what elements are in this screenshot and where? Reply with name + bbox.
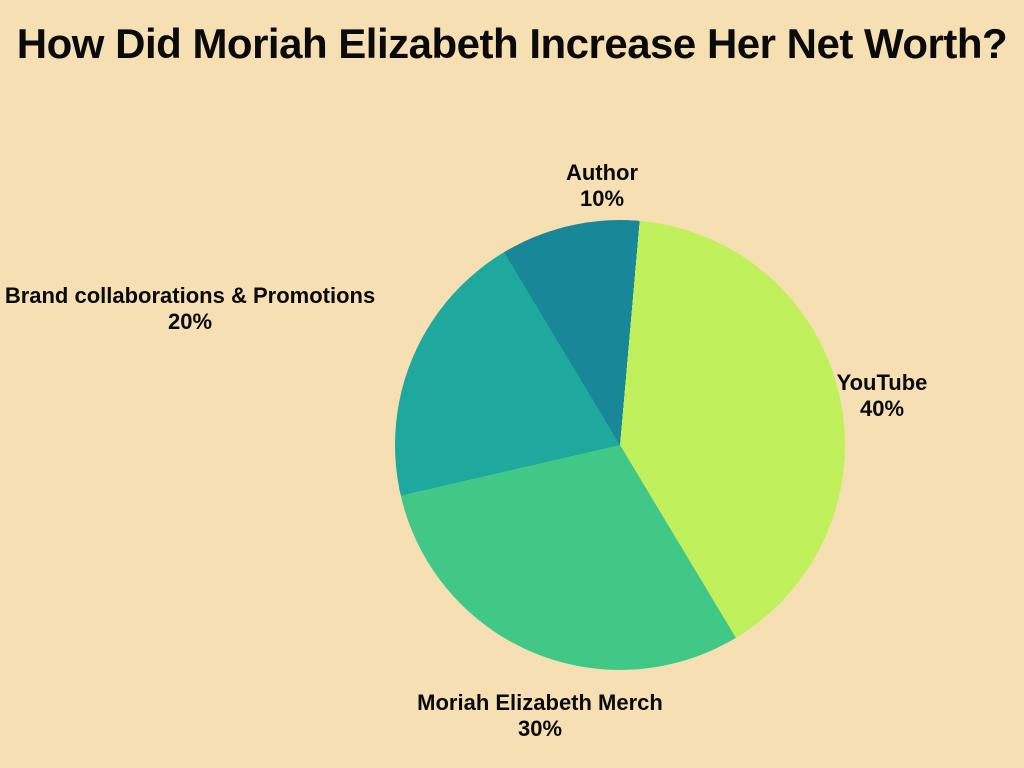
slice-name: Moriah Elizabeth Merch — [360, 690, 720, 716]
slice-percent: 10% — [522, 186, 682, 212]
slice-percent: 30% — [360, 716, 720, 742]
slice-percent: 40% — [812, 396, 952, 422]
slice-name: Author — [522, 160, 682, 186]
slice-name: Brand collaborations & Promotions — [0, 283, 390, 309]
slice-label-merch: Moriah Elizabeth Merch 30% — [360, 690, 720, 742]
slice-label-author: Author 10% — [522, 160, 682, 212]
pie-chart — [395, 220, 845, 670]
slice-label-youtube: YouTube 40% — [812, 370, 952, 422]
slice-label-brand: Brand collaborations & Promotions 20% — [0, 283, 390, 335]
slice-name: YouTube — [812, 370, 952, 396]
chart-title: How Did Moriah Elizabeth Increase Her Ne… — [0, 18, 1024, 71]
pie-chart-graphic — [395, 220, 845, 670]
slice-percent: 20% — [0, 309, 390, 335]
